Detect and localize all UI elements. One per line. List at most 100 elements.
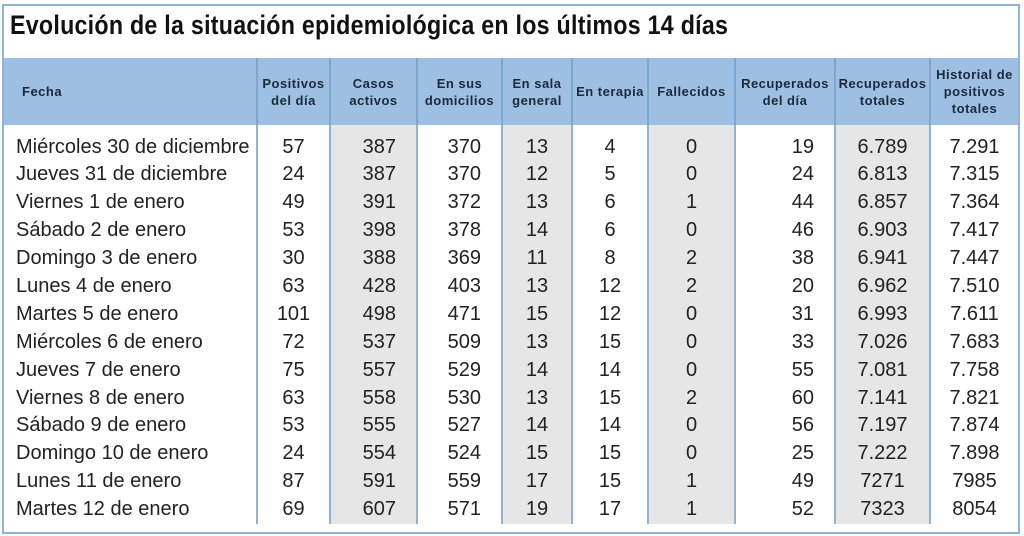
cell-en-sala-general: 13 [501,328,572,357]
cell-positivos-del-dia: 63 [256,272,330,301]
cell-recuperados-del-dia: 49 [734,467,835,496]
cell-fecha: Martes 5 de enero [16,302,179,325]
cell-en-domicilios: 559 [416,467,502,496]
cell-en-domicilios: 372 [416,188,502,217]
cell-recuperados-del-dia: 44 [734,188,835,217]
cell-en-sala-general: 11 [501,244,572,273]
cell-en-terapia: 8 [571,244,648,273]
cell-positivos-del-dia: 75 [256,356,330,385]
cell-en-terapia: 17 [571,495,648,524]
cell-fallecidos: 0 [647,439,735,468]
cell-fecha: Viernes 1 de enero [16,191,185,214]
table-row: Domingo 3 de enero 30 388 369 11 8 2 38 6.941 7.4… [4,244,1018,273]
cell-en-domicilios: 529 [416,356,502,385]
cell-recuperados-totales: 6.789 [834,125,930,161]
cell-historial-positivos: 7.758 [929,356,1018,385]
cell-en-sala-general: 13 [501,188,572,217]
table-row: Jueves 7 de enero 75 557 529 14 14 0 55 7.081 7.7… [4,356,1018,385]
cell-en-domicilios: 509 [416,328,502,357]
cell-fallecidos: 0 [647,216,735,245]
table-row: Miércoles 30 de diciembre 57 387 370 13 4 0 19 6… [4,125,1018,161]
cell-recuperados-totales: 6.941 [834,244,930,273]
cell-en-domicilios: 527 [416,412,502,440]
cell-historial-positivos: 7.447 [929,244,1018,273]
cell-historial-positivos: 7985 [929,467,1018,496]
cell-recuperados-del-dia: 60 [734,384,835,413]
cell-positivos-del-dia: 53 [256,412,330,440]
cell-fallecidos: 1 [647,495,735,524]
cell-fecha: Lunes 11 de enero [16,470,182,493]
table-row: Martes 12 de enero 69 607 571 19 17 1 52 7323 805… [4,495,1018,524]
cell-positivos-del-dia: 69 [256,495,330,524]
cell-casos-activos: 558 [329,384,417,413]
cell-recuperados-del-dia: 25 [734,439,835,468]
cell-en-sala-general: 13 [501,125,572,161]
cell-fecha: Miércoles 30 de diciembre [16,135,250,158]
cell-recuperados-del-dia: 33 [734,328,835,357]
cell-en-terapia: 15 [571,384,648,413]
cell-casos-activos: 428 [329,272,417,301]
cell-en-sala-general: 15 [501,439,572,468]
cell-recuperados-totales: 7.222 [834,439,930,468]
table-row: Lunes 11 de enero 87 591 559 17 15 1 49 7271 7985 [4,467,1018,496]
cell-positivos-del-dia: 72 [256,328,330,357]
header-recuperados-del-dia: Recuperados del día [734,58,835,125]
cell-casos-activos: 498 [329,300,417,329]
cell-recuperados-del-dia: 56 [734,412,835,440]
table-row: Martes 5 de enero 101 498 471 15 12 0 31 6.993 7.… [4,300,1018,329]
cell-recuperados-totales: 6.993 [834,300,930,329]
cell-positivos-del-dia: 30 [256,244,330,273]
table-row: Miércoles 6 de enero 72 537 509 13 15 0 33 7.026… [4,328,1018,357]
cell-en-terapia: 14 [571,412,648,440]
cell-historial-positivos: 7.510 [929,272,1018,301]
cell-en-terapia: 12 [571,300,648,329]
cell-fallecidos: 2 [647,244,735,273]
cell-en-sala-general: 13 [501,384,572,413]
cell-fecha: Jueves 31 de diciembre [16,163,228,186]
cell-fecha: Viernes 8 de enero [16,386,185,409]
cell-en-terapia: 15 [571,328,648,357]
cell-casos-activos: 387 [329,161,417,189]
cell-fallecidos: 1 [647,188,735,217]
cell-recuperados-totales: 7.141 [834,384,930,413]
cell-positivos-del-dia: 101 [256,300,330,329]
cell-fallecidos: 0 [647,300,735,329]
cell-fecha: Martes 12 de enero [16,498,190,521]
cell-historial-positivos: 7.364 [929,188,1018,217]
cell-positivos-del-dia: 49 [256,188,330,217]
header-en-sala-general: En sala general [501,58,572,125]
cell-positivos-del-dia: 53 [256,216,330,245]
cell-historial-positivos: 7.291 [929,125,1018,161]
cell-recuperados-del-dia: 20 [734,272,835,301]
cell-casos-activos: 391 [329,188,417,217]
cell-recuperados-del-dia: 52 [734,495,835,524]
cell-recuperados-totales: 6.962 [834,272,930,301]
cell-positivos-del-dia: 24 [256,439,330,468]
cell-en-domicilios: 370 [416,125,502,161]
cell-en-terapia: 15 [571,467,648,496]
cell-casos-activos: 554 [329,439,417,468]
table-row: Lunes 4 de enero 63 428 403 13 12 2 20 6.962 7.51… [4,272,1018,301]
cell-en-sala-general: 13 [501,272,572,301]
cell-fallecidos: 0 [647,356,735,385]
table-row: Domingo 10 de enero 24 554 524 15 15 0 25 7.222 7… [4,439,1018,468]
table-row: Viernes 8 de enero 63 558 530 13 15 2 60 7.141 7.… [4,384,1018,413]
cell-casos-activos: 387 [329,125,417,161]
epidemiology-table: Fecha Positivos del día Casos activos En su… [4,58,1018,524]
cell-en-terapia: 5 [571,161,648,189]
cell-historial-positivos: 7.315 [929,161,1018,189]
table-row: Viernes 1 de enero 49 391 372 13 6 1 44 6.857 7.3… [4,188,1018,217]
cell-fecha: Sábado 9 de enero [16,414,187,437]
cell-casos-activos: 555 [329,412,417,440]
cell-en-domicilios: 530 [416,384,502,413]
cell-en-sala-general: 12 [501,161,572,189]
table-row: Jueves 31 de diciembre 24 387 370 12 5 0 24 6.81… [4,161,1018,189]
cell-fallecidos: 0 [647,412,735,440]
table-row: Sábado 2 de enero 53 398 378 14 6 0 46 6.903 7.41… [4,216,1018,245]
cell-fallecidos: 2 [647,272,735,301]
cell-historial-positivos: 7.821 [929,384,1018,413]
cell-casos-activos: 557 [329,356,417,385]
cell-en-terapia: 15 [571,439,648,468]
cell-positivos-del-dia: 87 [256,467,330,496]
cell-recuperados-del-dia: 31 [734,300,835,329]
